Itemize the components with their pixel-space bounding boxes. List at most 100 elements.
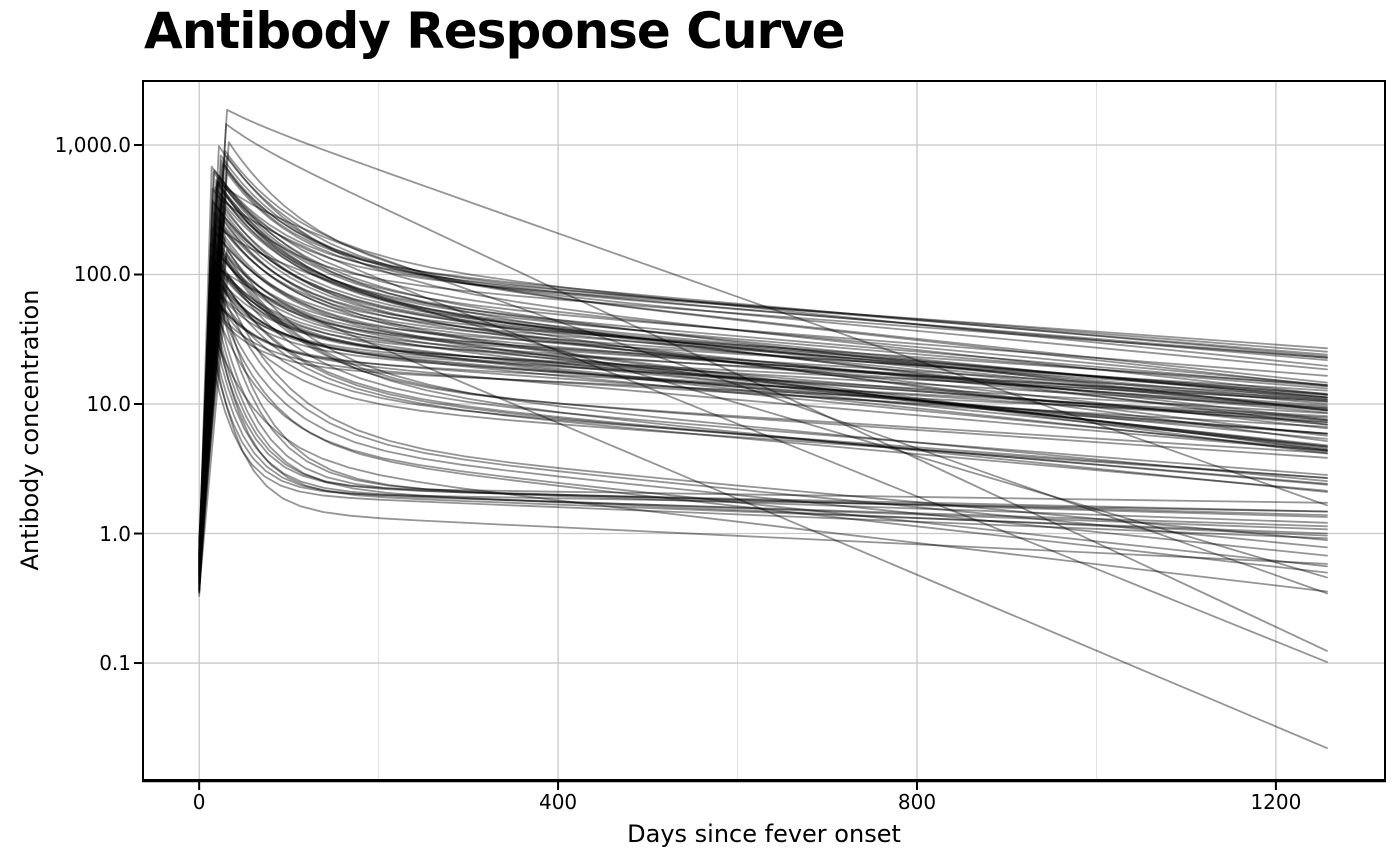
antibody-curve — [198, 224, 1328, 549]
antibody-curve — [198, 236, 1328, 552]
antibody-curve — [198, 164, 1328, 577]
antibody-curve — [198, 258, 1328, 564]
antibody-curve — [198, 256, 1328, 558]
antibody-curve — [198, 155, 1328, 575]
antibody-curve — [198, 293, 1328, 594]
antibody-curve — [198, 282, 1328, 554]
antibody-curve — [198, 289, 1328, 585]
antibody-curve — [198, 197, 1328, 566]
antibody-curve — [198, 154, 1328, 584]
antibody-curve — [198, 180, 1328, 553]
antibody-curve — [198, 263, 1328, 749]
antibody-curve — [198, 169, 1328, 554]
antibody-curve — [198, 192, 1328, 567]
antibody-curve — [198, 183, 1328, 559]
y-tick-label: 100.0 — [73, 262, 131, 287]
antibody-curve — [198, 228, 1328, 551]
antibody-curve — [198, 302, 1328, 570]
antibody-curve — [198, 145, 1328, 561]
antibody-curve — [198, 202, 1328, 571]
antibody-curve — [198, 276, 1328, 569]
x-tick-label: 1200 — [1250, 790, 1302, 814]
antibody-curve — [198, 141, 1328, 569]
antibody-curve — [198, 180, 1328, 595]
antibody-curve — [198, 210, 1328, 556]
x-axis-title: Days since fever onset — [627, 820, 901, 848]
antibody-curve — [198, 123, 1328, 652]
antibody-curve — [198, 273, 1328, 564]
antibody-curve — [198, 162, 1328, 574]
y-tick-label: 1,000.0 — [54, 132, 131, 157]
antibody-curve — [198, 203, 1328, 557]
x-tick-label: 0 — [192, 790, 206, 814]
antibody-curve — [198, 247, 1328, 566]
antibody-curve — [198, 276, 1328, 581]
antibody-curve — [198, 190, 1328, 594]
antibody-curve — [198, 240, 1328, 553]
y-tick-label: 1.0 — [99, 521, 131, 546]
antibody-curve — [198, 178, 1328, 585]
antibody-curve — [198, 256, 1328, 584]
antibody-curve — [198, 282, 1328, 588]
antibody-curve — [198, 211, 1328, 560]
antibody-curve — [198, 176, 1328, 558]
antibody-curve — [198, 198, 1328, 663]
antibody-curve — [198, 187, 1328, 581]
antibody-curve — [198, 343, 1328, 591]
antibody-curve — [198, 231, 1328, 572]
antibody-curve — [198, 307, 1328, 541]
antibody-curve — [198, 185, 1328, 597]
antibody-curve — [198, 304, 1328, 567]
antibody-curve — [198, 280, 1328, 586]
x-tick-label: 800 — [897, 790, 937, 814]
antibody-curve — [198, 108, 1328, 567]
antibody-curve — [198, 295, 1328, 592]
antibody-curve — [198, 208, 1328, 589]
antibody-curve — [198, 242, 1328, 558]
y-tick-label: 10.0 — [86, 392, 131, 416]
antibody-curve — [198, 254, 1328, 555]
antibody-curve — [198, 265, 1328, 577]
antibody-curve — [198, 278, 1328, 542]
antibody-curve — [198, 194, 1328, 576]
antibody-curve — [198, 150, 1328, 576]
antibody-curve — [198, 328, 1328, 580]
antibody-curve — [198, 248, 1328, 557]
antibody-curve — [198, 252, 1328, 562]
antibody-curve — [198, 282, 1328, 565]
antibody-curve — [198, 219, 1328, 584]
antibody-curve — [198, 319, 1328, 557]
antibody-curve — [198, 224, 1328, 589]
antibody-curve — [198, 159, 1328, 564]
antibody-curve — [198, 245, 1328, 576]
antibody-curve — [198, 233, 1328, 570]
antibody-curve — [198, 273, 1328, 591]
antibody-curve — [198, 287, 1328, 588]
antibody-curve — [198, 206, 1328, 550]
antibody-curve — [198, 247, 1328, 565]
antibody-curve — [198, 316, 1328, 562]
antibody-curve — [198, 250, 1328, 556]
antibody-curve — [198, 305, 1328, 577]
antibody-curve — [198, 331, 1328, 575]
antibody-curve — [198, 265, 1328, 580]
y-tick-label: 0.1 — [99, 651, 131, 676]
antibody-curve — [198, 314, 1328, 562]
antibody-curve — [198, 270, 1328, 573]
antibody-curve — [198, 325, 1328, 592]
antibody-curve — [198, 298, 1328, 572]
antibody-curve — [198, 270, 1328, 581]
antibody-curve — [198, 268, 1328, 544]
antibody-curve — [198, 261, 1328, 573]
antibody-curve — [198, 307, 1328, 591]
antibody-curve — [198, 290, 1328, 574]
antibody-curve — [198, 215, 1328, 582]
antibody-curve — [198, 200, 1328, 548]
antibody-curve — [198, 217, 1328, 566]
antibody-curve — [198, 263, 1328, 555]
antibody-curve — [198, 171, 1328, 566]
antibody-curve — [198, 174, 1328, 574]
antibody-curve — [198, 292, 1328, 547]
antibody-curve — [198, 171, 1328, 571]
antibody-curve — [198, 322, 1328, 593]
